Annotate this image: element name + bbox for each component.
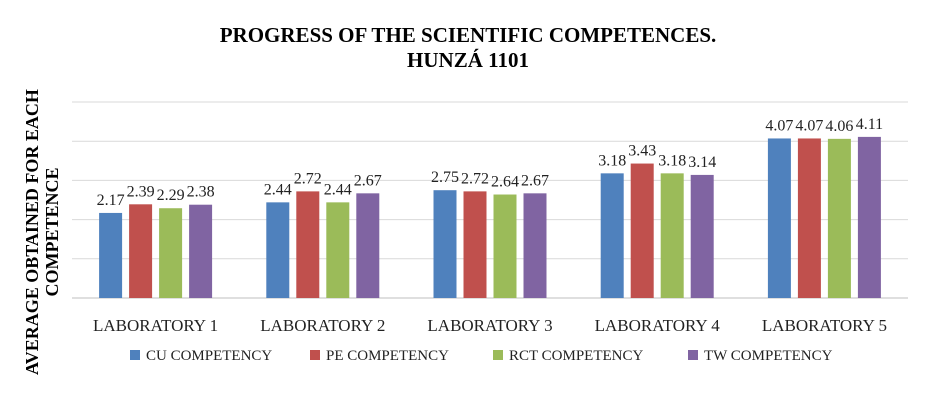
data-label: 2.38 [187, 184, 215, 201]
data-label: 4.07 [765, 117, 793, 134]
bar [129, 204, 153, 298]
chart-title-line-1: PROGRESS OF THE SCIENTIFIC COMPETENCES. [220, 23, 717, 47]
data-label: 4.06 [825, 118, 853, 135]
data-label: 4.07 [795, 117, 823, 134]
bar [463, 191, 487, 298]
bar [767, 138, 791, 298]
data-label: 2.67 [354, 172, 382, 189]
data-label: 3.14 [688, 154, 716, 171]
legend-label: PE COMPETENCY [326, 348, 449, 364]
bar [600, 173, 624, 298]
data-label: 3.43 [628, 143, 656, 160]
category-label: LABORATORY 5 [762, 316, 887, 335]
legend: CU COMPETENCY PE COMPETENCY RCT COMPETENCY… [130, 348, 833, 364]
y-axis-label-line-2: COMPETENCE [42, 167, 62, 296]
bar [159, 208, 183, 298]
bars [99, 136, 881, 298]
legend-swatch [688, 350, 698, 360]
bar [660, 173, 684, 298]
legend-label: RCT COMPETENCY [509, 348, 643, 364]
data-label: 2.29 [157, 187, 185, 204]
category-label: LABORATORY 4 [595, 316, 721, 335]
data-label: 2.39 [127, 183, 155, 200]
data-label: 2.64 [491, 174, 519, 191]
category-label: LABORATORY 3 [427, 316, 552, 335]
data-label: 3.18 [658, 152, 686, 169]
bar [326, 202, 350, 298]
data-label: 3.18 [598, 152, 626, 169]
legend-label: CU COMPETENCY [146, 348, 272, 364]
bar [493, 194, 517, 298]
data-label: 2.75 [431, 169, 459, 186]
legend-swatch [493, 350, 503, 360]
bar [296, 191, 320, 298]
legend-swatch [310, 350, 320, 360]
bar [630, 163, 654, 298]
data-label: 2.44 [324, 181, 352, 198]
data-label: 2.17 [97, 192, 125, 209]
data-label: 2.72 [461, 170, 489, 187]
data-labels: 2.172.39 2.29 2.38 2.442.722.442.67 2.75 2.72… [97, 116, 884, 209]
legend-label: TW COMPETENCY [704, 348, 833, 364]
data-label: 4.11 [856, 116, 883, 133]
data-label: 2.72 [294, 170, 322, 187]
bar [189, 204, 213, 298]
bar [99, 212, 123, 298]
bar [266, 202, 290, 298]
bar [797, 138, 821, 298]
bar [827, 138, 851, 298]
y-axis-label-line-1: AVERAGE OBTAINED FOR EACH [22, 89, 42, 375]
bar [690, 174, 714, 298]
bar [433, 190, 457, 298]
bar [523, 193, 547, 298]
legend-swatch [130, 350, 140, 360]
category-label: LABORATORY 2 [260, 316, 385, 335]
category-labels: LABORATORY 1 LABORATORY 2 LABORATORY 3 LABO… [93, 316, 887, 335]
bar [857, 136, 881, 298]
category-label: LABORATORY 1 [93, 316, 218, 335]
data-label: 2.67 [521, 172, 549, 189]
chart-title-line-2: HUNZÁ 1101 [407, 48, 529, 72]
data-label: 2.44 [264, 181, 292, 198]
bar [356, 193, 380, 298]
